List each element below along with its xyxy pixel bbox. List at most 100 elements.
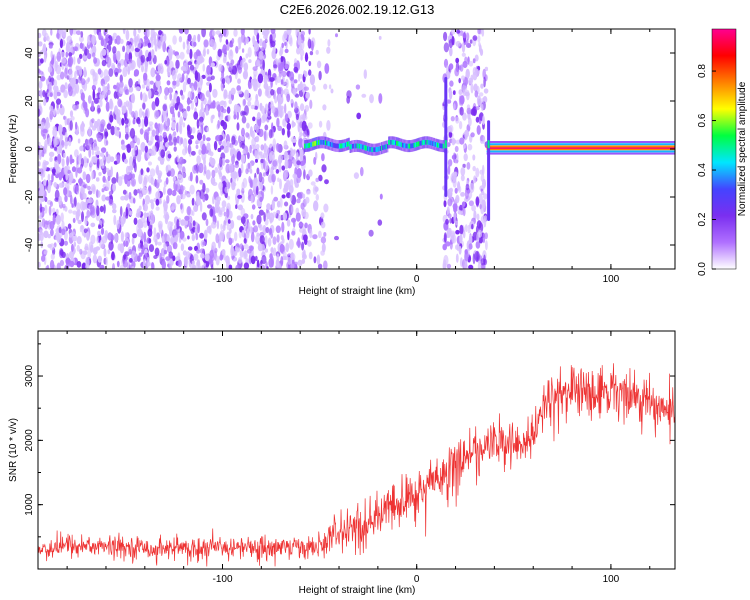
noise-cell: [282, 34, 286, 43]
carrier-halo: [343, 139, 346, 143]
noise-cell: [475, 196, 480, 206]
noise-cell: [75, 184, 79, 193]
noise-cell: [66, 186, 69, 197]
noise-cell: [140, 141, 146, 152]
noise-cell: [206, 137, 211, 142]
noise-cell: [176, 227, 180, 238]
carrier-halo: [316, 136, 319, 141]
noise-cell: [476, 125, 481, 135]
noise-cell: [114, 71, 118, 77]
noise-cell: [328, 84, 332, 90]
noise-cell: [52, 126, 57, 131]
noise-cell: [255, 143, 260, 150]
carrier-halo: [325, 145, 327, 149]
noise-cell: [281, 128, 285, 136]
noise-cell: [107, 83, 110, 92]
noise-cell: [220, 229, 225, 236]
carrier-halo: [428, 145, 431, 149]
noise-cell: [209, 156, 213, 164]
noise-cell: [46, 137, 52, 147]
carrier-cell: [398, 141, 400, 147]
noise-cell: [206, 48, 210, 55]
noise-cell: [101, 59, 107, 67]
noise-cell: [346, 95, 351, 104]
noise-cell: [278, 263, 282, 269]
carrier-cell: [305, 143, 307, 149]
carrier-cell: [418, 141, 420, 147]
noise-cell: [129, 210, 133, 216]
carrier-halo: [385, 140, 388, 145]
noise-cell: [235, 45, 239, 54]
noise-cell: [186, 193, 191, 198]
noise-cell: [283, 88, 289, 96]
spectrogram-xtick-label: 0: [414, 274, 420, 285]
noise-cell: [119, 206, 123, 217]
noise-cell: [452, 152, 456, 163]
noise-cell: [39, 88, 43, 99]
carrier-cell: [389, 139, 391, 145]
noise-cell: [181, 94, 185, 100]
noise-cell: [276, 253, 280, 261]
noise-cell: [179, 89, 184, 96]
noise-cell: [143, 243, 149, 248]
noise-cell: [223, 211, 227, 217]
noise-cell: [129, 58, 133, 64]
noise-cell: [291, 204, 294, 214]
noise-cell: [150, 201, 155, 210]
carrier-cell: [419, 140, 421, 146]
noise-cell: [100, 147, 107, 154]
noise-cell: [297, 237, 301, 248]
noise-cell: [264, 248, 268, 253]
noise-cell: [142, 179, 147, 190]
carrier-halo: [312, 138, 314, 142]
noise-cell: [166, 244, 173, 254]
noise-cell: [107, 249, 110, 255]
carrier-line: [486, 148, 675, 151]
carrier-halo: [414, 147, 417, 151]
noise-cell: [43, 250, 48, 255]
carrier-halo: [379, 142, 382, 146]
noise-cell: [287, 256, 291, 265]
noise-cell: [211, 221, 217, 229]
noise-cell: [297, 35, 302, 46]
noise-cell: [49, 243, 55, 251]
carrier-halo: [422, 145, 425, 149]
noise-cell: [207, 204, 212, 209]
noise-cell: [147, 149, 152, 154]
noise-cell: [49, 105, 54, 111]
noise-cell: [121, 144, 127, 151]
carrier-halo: [344, 147, 347, 151]
carrier-halo: [399, 138, 402, 142]
noise-cell: [116, 50, 121, 62]
noise-cell: [119, 74, 124, 83]
noise-cell: [72, 46, 78, 51]
carrier-halo: [386, 148, 389, 153]
noise-cell: [254, 255, 258, 262]
noise-cell: [454, 67, 460, 77]
noise-cell: [272, 236, 277, 245]
noise-cell: [302, 193, 306, 199]
noise-cell: [45, 220, 50, 225]
noise-cell: [228, 237, 233, 246]
carrier-halo: [367, 151, 369, 155]
noise-cell: [126, 64, 130, 72]
noise-cell: [137, 78, 141, 85]
noise-cell: [141, 84, 146, 89]
noise-cell: [266, 29, 270, 34]
noise-cell: [122, 29, 126, 35]
noise-cell: [243, 68, 248, 77]
noise-cell: [455, 229, 460, 235]
noise-cell: [144, 67, 148, 74]
noise-cell: [205, 169, 211, 180]
carrier-halo: [306, 148, 308, 152]
noise-cell: [377, 219, 383, 226]
carrier-halo: [397, 137, 399, 141]
noise-cell: [75, 121, 78, 130]
carrier-halo: [432, 137, 434, 142]
noise-cell: [228, 163, 234, 173]
noise-cell: [231, 135, 236, 145]
noise-cell: [39, 70, 43, 75]
noise-cell: [91, 118, 95, 124]
noise-cell: [447, 189, 451, 198]
noise-cell: [215, 255, 220, 266]
